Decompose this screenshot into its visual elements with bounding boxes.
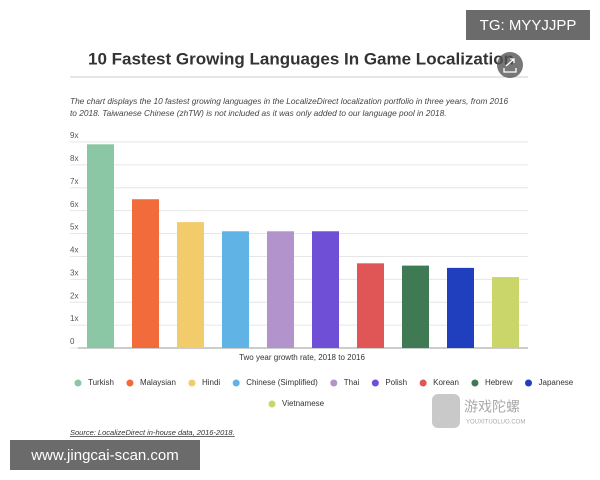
y-tick-label: 4x bbox=[70, 246, 78, 255]
subtitle: The chart displays the 10 fastest growin… bbox=[70, 96, 509, 106]
legend-swatch bbox=[126, 379, 134, 387]
legend-label: Hindi bbox=[202, 378, 220, 387]
watermark-box bbox=[466, 10, 590, 40]
x-axis-label: Two year growth rate, 2018 to 2016 bbox=[239, 353, 365, 362]
y-tick-label: 7x bbox=[70, 177, 78, 186]
y-tick-label: 5x bbox=[70, 223, 78, 232]
y-tick-label: 8x bbox=[70, 154, 78, 163]
legend-swatch bbox=[74, 379, 82, 387]
legend-swatch bbox=[188, 379, 196, 387]
legend-label: Turkish bbox=[88, 378, 114, 387]
share-glyph bbox=[503, 58, 517, 73]
legend-label: Korean bbox=[433, 378, 459, 387]
logo: 游戏陀螺 bbox=[464, 399, 520, 415]
bar bbox=[357, 263, 384, 348]
legend-label: Chinese (Simplified) bbox=[246, 378, 318, 387]
legend-label: Japanese bbox=[539, 378, 574, 387]
bar bbox=[312, 231, 339, 348]
logo-sub: YOUXITUOLUO.COM bbox=[466, 420, 525, 426]
share-icon[interactable] bbox=[497, 52, 523, 78]
legend-label: Vietnamese bbox=[282, 399, 325, 408]
bar bbox=[177, 222, 204, 348]
bar bbox=[132, 199, 159, 348]
bar bbox=[267, 231, 294, 348]
chart-title: 10 Fastest Growing Languages In Game Loc… bbox=[88, 49, 514, 68]
bar bbox=[402, 265, 429, 348]
legend-label: Thai bbox=[344, 378, 360, 387]
legend-swatch bbox=[419, 379, 427, 387]
watermark-box bbox=[10, 440, 200, 470]
y-tick-label: 2x bbox=[70, 291, 78, 300]
y-tick-label: 1x bbox=[70, 314, 78, 323]
subtitle: to 2018. Taiwanese Chinese (zhTW) is not… bbox=[70, 108, 447, 118]
y-tick-label: 9x bbox=[70, 131, 78, 140]
y-tick-label: 3x bbox=[70, 268, 78, 277]
watermark: TG: MYYJJPP bbox=[480, 17, 577, 34]
legend-swatch bbox=[371, 379, 379, 387]
legend-swatch bbox=[268, 400, 276, 408]
legend-swatch bbox=[525, 379, 533, 387]
bar bbox=[222, 231, 249, 348]
logo-icon bbox=[432, 394, 460, 428]
legend-swatch bbox=[232, 379, 240, 387]
legend-swatch bbox=[330, 379, 338, 387]
bar bbox=[492, 277, 519, 348]
y-tick-label: 0 bbox=[70, 337, 75, 346]
bar bbox=[87, 144, 114, 348]
bar bbox=[447, 267, 474, 348]
legend-label: Malaysian bbox=[140, 378, 176, 387]
legend-label: Polish bbox=[385, 378, 407, 387]
source: Source: LocalizeDirect in-house data, 20… bbox=[70, 428, 235, 437]
watermark: www.jingcai-scan.com bbox=[30, 447, 179, 464]
y-tick-label: 6x bbox=[70, 200, 78, 209]
legend-label: Hebrew bbox=[485, 378, 513, 387]
legend-swatch bbox=[471, 379, 479, 387]
